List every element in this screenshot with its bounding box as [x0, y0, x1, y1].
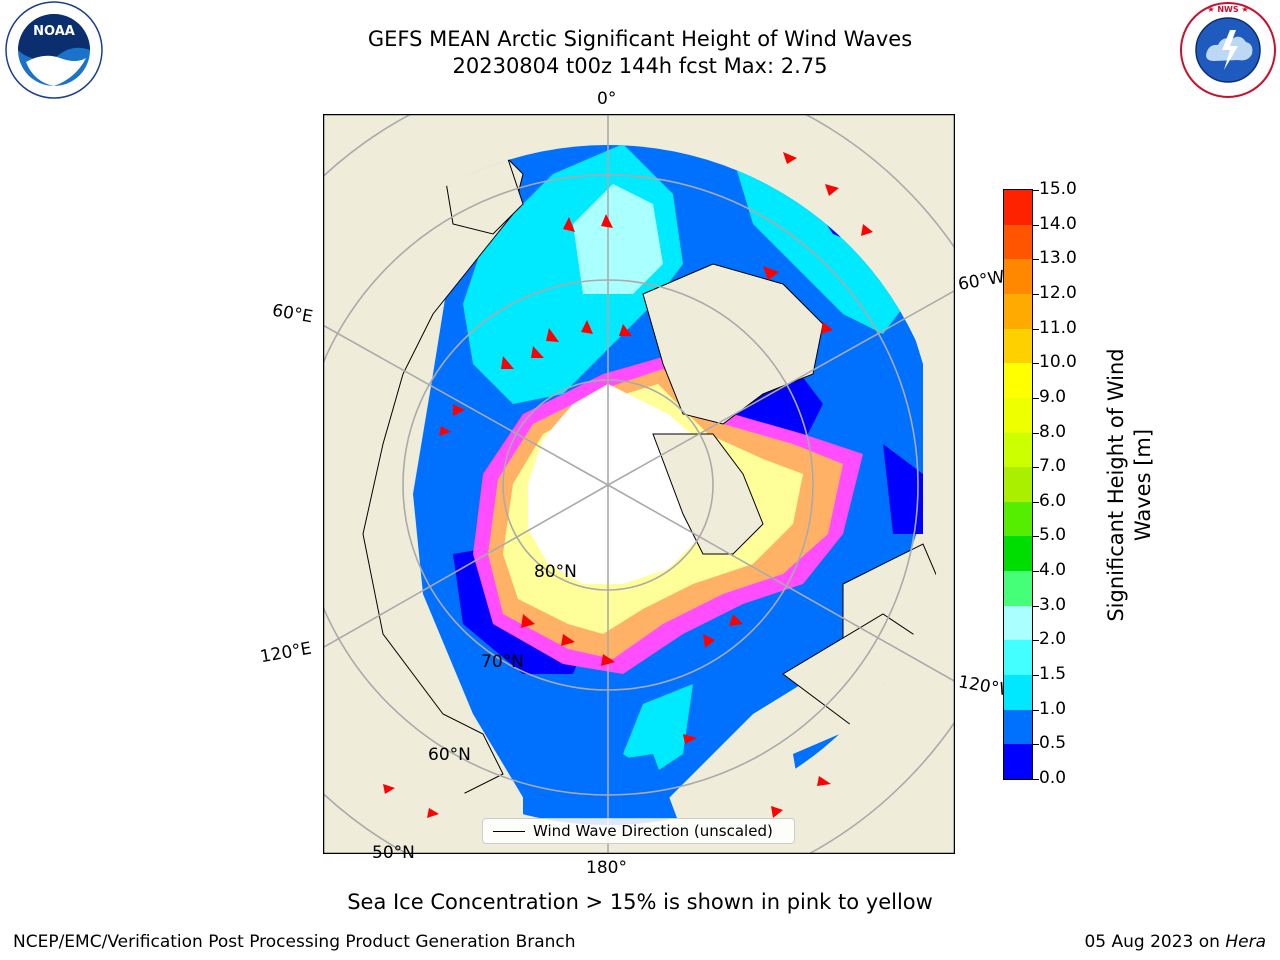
arctic-map [322, 113, 956, 855]
colorbar-tick-mark [1033, 259, 1039, 261]
colorbar-segment [1004, 397, 1032, 433]
colorbar-tick-label: 13.0 [1039, 248, 1077, 269]
colorbar-tick-mark [1033, 293, 1039, 295]
colorbar-tick-mark [1033, 640, 1039, 642]
colorbar-tick-label: 2.0 [1039, 629, 1067, 650]
footer-branch: NCEP/EMC/Verification Post Processing Pr… [13, 932, 576, 952]
colorbar-tick-label: 12.0 [1039, 282, 1077, 303]
colorbar-segment [1004, 189, 1032, 225]
colorbar-tick-label: 14.0 [1039, 213, 1077, 234]
colorbar-tick-mark [1033, 190, 1039, 191]
colorbar-segment [1004, 258, 1032, 294]
footer-date: 05 Aug 2023 on Hera [1084, 932, 1266, 952]
colorbar-tick-label: 0.5 [1039, 733, 1067, 754]
chart-subtitle: 20230804 t00z 144h fcst Max: 2.75 [452, 54, 828, 78]
meridian-gridlines [323, 114, 955, 854]
colorbar-tick-mark [1033, 605, 1039, 607]
colorbar-segment [1004, 605, 1032, 641]
colorbar-label-line2: Waves [m] [1131, 428, 1155, 542]
meridian-label-60e: 60°E [270, 300, 315, 328]
colorbar-tick-label: 3.0 [1039, 594, 1067, 615]
colorbar-tick-label: 7.0 [1039, 456, 1067, 477]
wave-field-high-south [623, 684, 693, 774]
colorbar-tick-mark [1033, 467, 1039, 469]
colorbar-tick-label: 9.0 [1039, 386, 1067, 407]
colorbar-tick-mark [1033, 571, 1039, 573]
colorbar-tick-label: 6.0 [1039, 490, 1067, 511]
colorbar-segment [1004, 535, 1032, 572]
footer-host: Hera [1225, 932, 1266, 952]
svg-text:★ NWS ★: ★ NWS ★ [1207, 5, 1248, 14]
colorbar-segment [1004, 743, 1032, 779]
colorbar-tick-label: 15.0 [1039, 179, 1077, 199]
colorbar [1003, 189, 1033, 780]
wind-direction-arrows [383, 152, 873, 818]
colorbar-tick-mark [1033, 328, 1039, 330]
colorbar-tick-mark [1033, 432, 1039, 434]
meridian-label-180: 180° [586, 858, 627, 878]
colorbar-tick-mark [1033, 224, 1039, 226]
colorbar-segment [1004, 570, 1032, 606]
colorbar-segment [1004, 639, 1032, 676]
colorbar-label: Significant Height of Wind Waves [m] [1103, 285, 1157, 685]
legend-line-symbol [493, 831, 525, 832]
colorbar-segment [1004, 362, 1032, 398]
colorbar-segment [1004, 466, 1032, 502]
meridian-label-120e: 120°E [258, 638, 314, 668]
colorbar-tick-label: 8.0 [1039, 421, 1067, 442]
map-legend: Wind Wave Direction (unscaled) [482, 818, 795, 844]
colorbar-segment [1004, 224, 1032, 260]
colorbar-tick-mark [1033, 501, 1039, 503]
wave-field-highest [573, 184, 663, 294]
arctic-map-svg [322, 113, 956, 855]
noaa-logo-text: NOAA [33, 24, 75, 39]
colorbar-tick-label: 5.0 [1039, 525, 1067, 546]
meridian-label-60w: 60°W [956, 267, 1007, 295]
colorbar-segment [1004, 501, 1032, 537]
colorbar-tick-label: 0.0 [1039, 768, 1067, 788]
colorbar-tick-label: 10.0 [1039, 352, 1077, 373]
colorbar-segment [1004, 709, 1032, 745]
colorbar-tick-label: 4.0 [1039, 560, 1067, 581]
latitude-label-80n: 80°N [534, 562, 577, 582]
latitude-label-70n: 70°N [481, 652, 524, 672]
footer-date-text: 05 Aug 2023 on [1084, 932, 1226, 952]
latitude-label-50n: 50°N [372, 843, 415, 863]
noaa-logo: NOAA [4, 0, 104, 100]
colorbar-tick-mark [1033, 536, 1039, 538]
colorbar-tick-label: 1.0 [1039, 698, 1067, 719]
colorbar-tick-mark [1033, 675, 1039, 677]
colorbar-label-line1: Significant Height of Wind [1104, 348, 1128, 622]
colorbar-segment [1004, 328, 1032, 364]
colorbar-tick-mark [1033, 397, 1039, 399]
colorbar-segment [1004, 293, 1032, 329]
colorbar-tick-label: 11.0 [1039, 317, 1077, 338]
latitude-label-60n: 60°N [428, 745, 471, 765]
legend-label: Wind Wave Direction (unscaled) [533, 822, 773, 840]
colorbar-tick-mark [1033, 779, 1039, 780]
sea-ice-note: Sea Ice Concentration > 15% is shown in … [347, 890, 933, 914]
nws-logo: ★ NWS ★ [1178, 0, 1278, 100]
map-border [322, 113, 956, 855]
colorbar-segment [1004, 432, 1032, 468]
colorbar-tick-mark [1033, 363, 1039, 365]
meridian-label-0: 0° [597, 89, 617, 109]
colorbar-segment [1004, 674, 1032, 710]
colorbar-tick-label: 1.5 [1039, 664, 1067, 685]
colorbar-tick-mark [1033, 709, 1039, 711]
canadian-archipelago-land [652, 433, 764, 555]
chart-title: GEFS MEAN Arctic Significant Height of W… [367, 27, 913, 51]
colorbar-tick-mark [1033, 744, 1039, 746]
